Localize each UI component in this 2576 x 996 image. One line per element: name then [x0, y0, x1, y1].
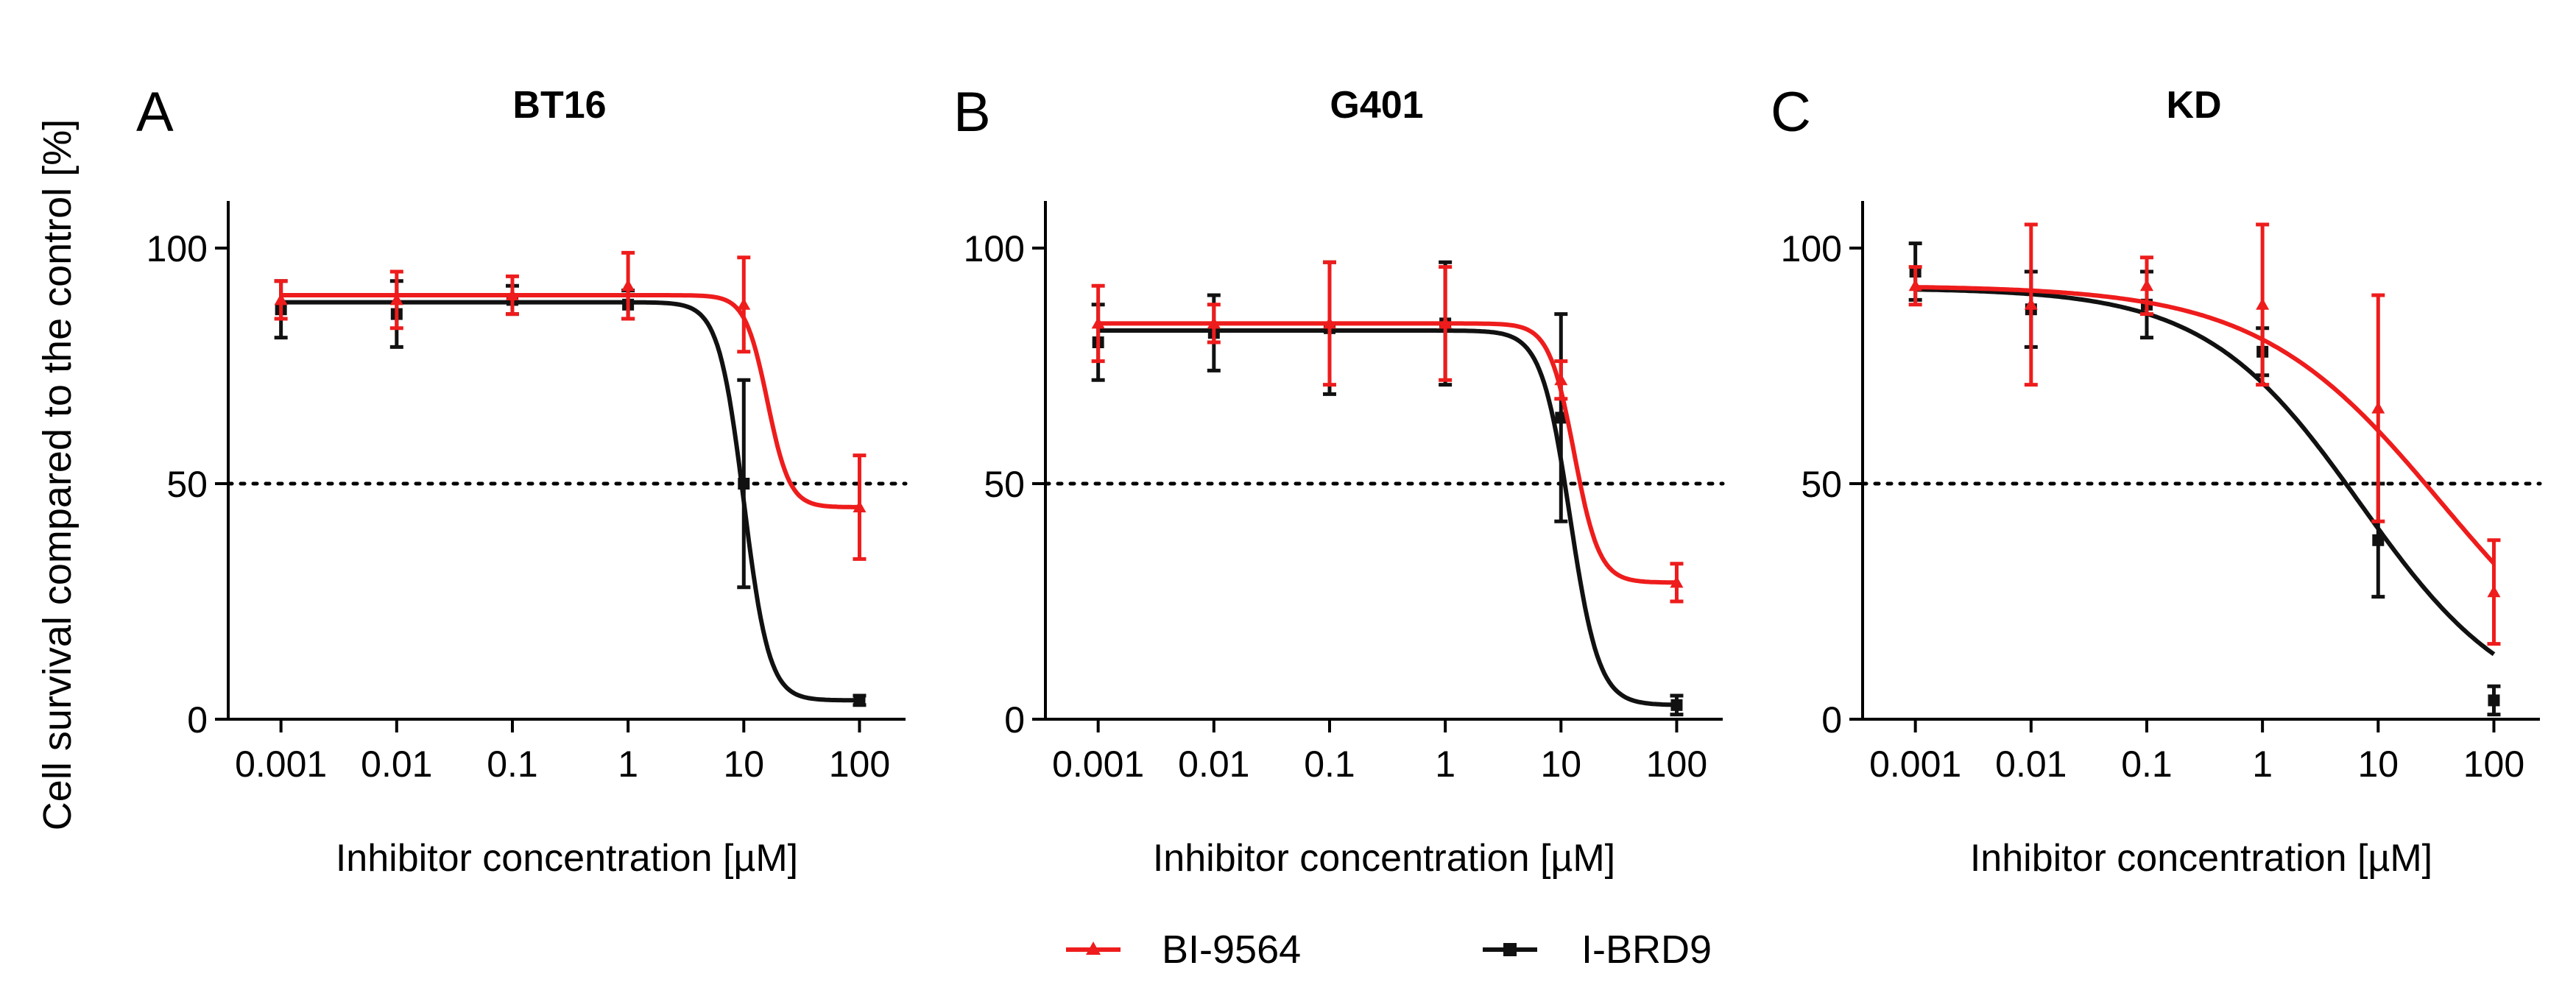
- panel-c-y-tick-label: 0: [1821, 699, 1842, 741]
- panel-c-ibrd9-fit-curve: [1915, 287, 2496, 657]
- legend: BI-9564 I-BRD9: [1066, 928, 1712, 972]
- panel-c-ibrd9-data-point: [2488, 694, 2500, 707]
- panel-b-x-axis-label: Inhibitor concentration [µM]: [1153, 837, 1615, 880]
- panel-b-bi9564-data-point: [1322, 317, 1336, 329]
- panel-a-letter: A: [136, 81, 174, 144]
- panel-a-y-tick-label: 50: [166, 464, 208, 505]
- panel-b-x-tick-label: 100: [1646, 744, 1707, 785]
- panel-c-y-tick-label: 100: [1781, 228, 1842, 269]
- panel-b-ibrd9-series: [1091, 260, 1684, 717]
- panel-c-bi9564-data-point: [2024, 297, 2038, 310]
- legend-marker-bi9564: [1086, 942, 1101, 955]
- panel-a-bi9564-data-point: [853, 501, 867, 512]
- panel-c-x-tick-label: 1: [2252, 744, 2273, 785]
- panel-b-x-tick-label: 0.1: [1304, 744, 1355, 785]
- panel-a-ibrd9-fit-curve: [280, 300, 860, 703]
- legend-marker-ibrd9: [1503, 943, 1517, 956]
- panel-b-y-tick-label: 50: [984, 464, 1025, 505]
- y-axis-title: Cell survival compared to the control [%…: [35, 119, 80, 830]
- panel-c-x-axis-label: Inhibitor concentration [µM]: [1970, 837, 2432, 880]
- panel-a-y-tick-label: 100: [147, 228, 208, 269]
- panel-b-x-tick-label: 0.001: [1052, 744, 1144, 785]
- panel-c-x-tick-label: 0.001: [1869, 744, 1961, 785]
- panel-a-bi9564-series: [274, 250, 867, 561]
- panel-c-letter: C: [1771, 81, 1811, 144]
- panel-b-ibrd9-fit-curve: [1098, 328, 1677, 707]
- legend-item-bi9564: BI-9564: [1066, 928, 1301, 972]
- panel-b-bi9564-fit-curve: [1098, 321, 1677, 585]
- panel-c: C KD 0 50 100 0.001 0.01 0.1 1 10 100 Inhibitor con…: [1771, 81, 2542, 880]
- panel-a-x-tick-label: 0.01: [361, 744, 432, 785]
- panel-c-x-tick-label: 0.01: [1995, 744, 2067, 785]
- panel-a-bi9564-fit-curve: [280, 293, 860, 509]
- panel-a-ibrd9-data-point: [738, 478, 750, 490]
- panel-a: A BT16 0 50 100 0.001 0.01 0.1 1 10 100 Inhibitor c…: [136, 81, 908, 880]
- panel-c-y-tick-label: 50: [1801, 464, 1842, 505]
- panel-b-title: G401: [1330, 84, 1423, 127]
- panel-b-x-tick-label: 10: [1540, 744, 1581, 785]
- panel-c-bi9564-data-point: [2139, 279, 2153, 292]
- panel-a-ibrd9-data-point: [853, 694, 866, 707]
- panel-c-bi9564-series: [1908, 222, 2501, 646]
- panel-b-bi9564-data-point: [1091, 317, 1105, 329]
- legend-label-ibrd9: I-BRD9: [1581, 928, 1712, 972]
- panel-b: B G401 0 50 100 0.001 0.01 0.1 1 10 100 Inhibitor c…: [953, 81, 1725, 880]
- panel-b-letter: B: [953, 81, 991, 144]
- panel-b-bi9564-series: [1091, 260, 1684, 604]
- panel-c-bi9564-data-point: [1908, 279, 1922, 292]
- legend-label-bi9564: BI-9564: [1162, 928, 1301, 972]
- panel-a-x-tick-label: 100: [829, 744, 890, 785]
- panel-b-ibrd9-data-point: [1555, 412, 1567, 424]
- panel-b-bi9564-data-point: [1207, 317, 1221, 329]
- panel-b-x-tick-label: 1: [1435, 744, 1455, 785]
- panel-b-y-tick-label: 100: [964, 228, 1025, 269]
- panel-a-x-tick-label: 0.1: [487, 744, 538, 785]
- panel-b-bi9564-data-point: [1439, 317, 1453, 329]
- panel-b-ibrd9-data-point: [1670, 699, 1683, 711]
- panel-c-title: KD: [2166, 84, 2221, 127]
- panel-c-bi9564-data-point: [2371, 401, 2385, 414]
- panel-b-y-tick-label: 0: [1004, 699, 1025, 741]
- panel-a-bi9564-data-point: [737, 297, 751, 310]
- panel-a-title: BT16: [512, 84, 606, 127]
- panel-a-bi9564-data-point: [389, 293, 403, 305]
- panel-a-bi9564-data-point: [505, 289, 519, 300]
- panel-a-y-tick-label: 0: [187, 699, 208, 741]
- panel-a-x-tick-label: 10: [723, 744, 764, 785]
- legend-item-ibrd9: I-BRD9: [1483, 928, 1712, 972]
- panel-a-x-tick-label: 0.001: [235, 744, 327, 785]
- panel-a-x-axis-label: Inhibitor concentration [µM]: [336, 837, 798, 880]
- panel-c-bi9564-data-point: [2487, 585, 2501, 598]
- panel-b-bi9564-data-point: [1554, 373, 1568, 386]
- panel-c-ibrd9-data-point: [2372, 534, 2385, 546]
- panel-c-bi9564-data-point: [2256, 297, 2270, 310]
- panel-a-x-tick-label: 1: [618, 744, 638, 785]
- panel-c-x-tick-label: 100: [2463, 744, 2524, 785]
- panel-a-ibrd9-series: [274, 279, 867, 707]
- panel-a-bi9564-data-point: [274, 293, 288, 305]
- panel-b-bi9564-data-point: [1670, 576, 1684, 588]
- panel-c-x-tick-label: 10: [2357, 744, 2399, 785]
- panel-b-x-tick-label: 0.01: [1178, 744, 1249, 785]
- panel-c-bi9564-fit-curve: [1915, 285, 2496, 565]
- panel-a-bi9564-data-point: [621, 279, 635, 292]
- panel-c-x-tick-label: 0.1: [2121, 744, 2173, 785]
